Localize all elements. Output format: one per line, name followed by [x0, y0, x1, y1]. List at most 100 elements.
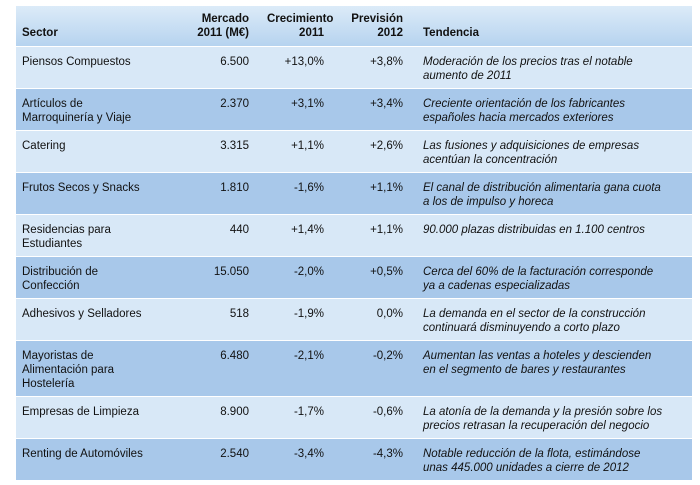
- cell-prevision: +3,8%: [336, 46, 415, 89]
- tendencia-line: españoles hacia mercados exteriores: [423, 112, 614, 124]
- cell-tendencia: La atonía de la demanda y la presión sob…: [415, 396, 692, 439]
- tendencia-line: en el segmento de bares y restaurantes: [423, 364, 626, 376]
- sector-table: Sector Mercado 2011 (M€) Crecimiento 2011 …: [16, 6, 692, 480]
- cell-crecimiento: -3,4%: [261, 438, 336, 480]
- sector-line: Frutos Secos y Snacks: [22, 182, 140, 194]
- cell-prevision: 0,0%: [336, 298, 415, 341]
- cell-mercado: 6.500: [167, 46, 261, 89]
- cell-sector: Mayoristas de Alimentación para Hostelería: [16, 340, 167, 397]
- cell-sector: Empresas de Limpieza: [16, 396, 167, 439]
- tendencia-line: Cerca del 60% de la facturación correspo…: [423, 266, 654, 278]
- header-prevision: Previsión 2012: [336, 6, 415, 47]
- tendencia-line: Aumentan las ventas a hoteles y desciend…: [423, 350, 652, 362]
- header-mercado: Mercado 2011 (M€): [167, 6, 261, 47]
- tendencia-line: aumento de 2011: [423, 70, 512, 82]
- header-mercado-line1: Mercado: [201, 13, 249, 25]
- cell-mercado: 2.370: [167, 88, 261, 131]
- sector-line: Artículos de: [22, 98, 83, 110]
- cell-mercado: 440: [167, 214, 261, 257]
- cell-sector: Catering: [16, 130, 167, 173]
- cell-mercado: 6.480: [167, 340, 261, 397]
- cell-crecimiento: -2,0%: [261, 256, 336, 299]
- cell-crecimiento: -1,9%: [261, 298, 336, 341]
- header-crecimiento-line1: Crecimiento: [267, 13, 334, 25]
- tendencia-line: 90.000 plazas distribuidas en 1.100 cent…: [423, 224, 645, 236]
- tendencia-line: Las fusiones y adquisiciones de empresas: [423, 140, 640, 152]
- cell-prevision: +3,4%: [336, 88, 415, 131]
- cell-sector: Artículos de Marroquinería y Viaje: [16, 88, 167, 131]
- sector-line: Alimentación para: [22, 364, 115, 376]
- tendencia-line: Notable reducción de la flota, estimándo…: [423, 448, 641, 460]
- table-row: Piensos Compuestos 6.500 +13,0% +3,8% Modera…: [16, 46, 692, 89]
- cell-sector: Piensos Compuestos: [16, 46, 167, 89]
- cell-tendencia: Aumentan las ventas a hoteles y desciend…: [415, 340, 692, 397]
- cell-sector: Residencias para Estudiantes: [16, 214, 167, 257]
- table-row: Adhesivos y Selladores 518 -1,9% 0,0% La dem…: [16, 298, 692, 341]
- table-row: Residencias para Estudiantes 440 +1,4% +1,1%…: [16, 214, 692, 257]
- header-crecimiento-line2: 2011: [299, 27, 324, 39]
- cell-crecimiento: +1,1%: [261, 130, 336, 173]
- tendencia-line: unas 445.000 unidades a cierre de 2012: [423, 462, 629, 474]
- sector-line: Empresas de Limpieza: [22, 406, 139, 418]
- cell-tendencia: Las fusiones y adquisiciones de empresas…: [415, 130, 692, 173]
- cell-prevision: -0,2%: [336, 340, 415, 397]
- table-row: Renting de Automóviles 2.540 -3,4% -4,3% Not…: [16, 438, 692, 480]
- tendencia-line: La demanda en el sector de la construcci…: [423, 308, 646, 320]
- cell-mercado: 518: [167, 298, 261, 341]
- cell-tendencia: El canal de distribución alimentaria gan…: [415, 172, 692, 215]
- sector-line: Adhesivos y Selladores: [22, 308, 142, 320]
- cell-crecimiento: -1,7%: [261, 396, 336, 439]
- table-row: Catering 3.315 +1,1% +2,6% Las fusiones y ad…: [16, 130, 692, 173]
- sector-line: Piensos Compuestos: [22, 56, 131, 68]
- table-row: Mayoristas de Alimentación para Hostelería…: [16, 340, 692, 397]
- cell-sector: Renting de Automóviles: [16, 438, 167, 480]
- tendencia-line: a los de impulso y horeca: [423, 196, 554, 208]
- tendencia-line: Creciente orientación de los fabricantes: [423, 98, 626, 110]
- cell-prevision: +2,6%: [336, 130, 415, 173]
- cell-prevision: +0,5%: [336, 256, 415, 299]
- sector-line: Mayoristas de: [22, 350, 94, 362]
- cell-tendencia: La demanda en el sector de la construcci…: [415, 298, 692, 341]
- cell-mercado: 15.050: [167, 256, 261, 299]
- cell-crecimiento: -1,6%: [261, 172, 336, 215]
- sector-line: Estudiantes: [22, 238, 83, 250]
- cell-sector: Frutos Secos y Snacks: [16, 172, 167, 215]
- tendencia-line: precios retrasan la recuperación del neg…: [423, 420, 650, 432]
- sector-line: Hostelería: [22, 378, 75, 390]
- table-row: Distribución de Confección 15.050 -2,0% +0,5…: [16, 256, 692, 299]
- tendencia-line: acentúan la concentración: [423, 154, 558, 166]
- cell-prevision: -4,3%: [336, 438, 415, 480]
- cell-mercado: 8.900: [167, 396, 261, 439]
- sector-line: Catering: [22, 140, 66, 152]
- sector-line: Distribución de: [22, 266, 99, 278]
- sector-line: Confección: [22, 280, 80, 292]
- cell-mercado: 2.540: [167, 438, 261, 480]
- cell-prevision: +1,1%: [336, 214, 415, 257]
- cell-tendencia: Cerca del 60% de la facturación correspo…: [415, 256, 692, 299]
- cell-sector: Distribución de Confección: [16, 256, 167, 299]
- tendencia-line: continuará disminuyendo a corto plazo: [423, 322, 620, 334]
- cell-tendencia: 90.000 plazas distribuidas en 1.100 cent…: [415, 214, 692, 257]
- cell-prevision: -0,6%: [336, 396, 415, 439]
- header-crecimiento: Crecimiento 2011: [261, 6, 336, 47]
- cell-prevision: +1,1%: [336, 172, 415, 215]
- cell-tendencia: Moderación de los precios tras el notabl…: [415, 46, 692, 89]
- sector-line: Residencias para: [22, 224, 111, 236]
- table-row: Artículos de Marroquinería y Viaje 2.370 +3…: [16, 88, 692, 131]
- sector-line: Renting de Automóviles: [22, 448, 143, 460]
- cell-crecimiento: +13,0%: [261, 46, 336, 89]
- header-sector: Sector: [16, 6, 167, 47]
- table-header-row: Sector Mercado 2011 (M€) Crecimiento 2011 …: [16, 6, 692, 47]
- header-tendencia: Tendencia: [415, 6, 692, 47]
- tendencia-line: El canal de distribución alimentaria gan…: [423, 182, 661, 194]
- cell-mercado: 3.315: [167, 130, 261, 173]
- cell-crecimiento: -2,1%: [261, 340, 336, 397]
- tendencia-line: Moderación de los precios tras el notabl…: [423, 56, 633, 68]
- header-prevision-line2: 2012: [377, 27, 403, 39]
- table-row: Empresas de Limpieza 8.900 -1,7% -0,6% La at…: [16, 396, 692, 439]
- tendencia-line: La atonía de la demanda y la presión sob…: [423, 406, 663, 418]
- sector-line: Marroquinería y Viaje: [22, 112, 132, 124]
- header-mercado-line2: 2011 (M€): [197, 27, 249, 39]
- table-body: Piensos Compuestos 6.500 +13,0% +3,8% Modera…: [16, 46, 692, 480]
- sector-table-container: Sector Mercado 2011 (M€) Crecimiento 2011 …: [16, 6, 692, 480]
